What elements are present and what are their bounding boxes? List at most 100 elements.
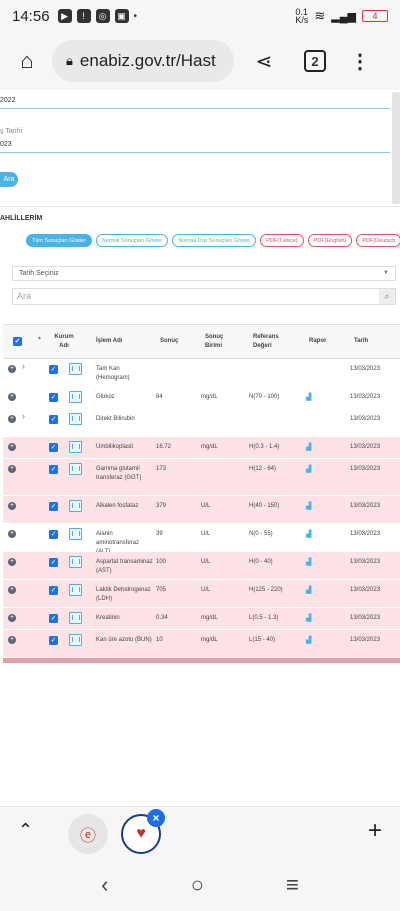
table-row[interactable]: +✓Alanin aminotransferaz (ALT)39U/LN(0 -…	[3, 524, 400, 555]
row-unit: mg/dL	[201, 615, 218, 621]
home-circle-icon[interactable]: ○	[190, 871, 204, 897]
row-checkbox[interactable]: ✓	[49, 415, 58, 424]
table-row[interactable]: + ✓ Umbilikoplasti 16.72 mg/dL H(0.3 - 1.4) ▟ 1…	[3, 437, 400, 459]
row-reference: N(70 - 100)	[249, 394, 280, 400]
header-islem[interactable]: İşlem Adı	[96, 338, 123, 344]
results-table: ✓ ▲ Kurum Adı İşlem Adı Sonuç Sonuç Biri…	[3, 324, 400, 663]
search-icon[interactable]: ⌕	[379, 289, 395, 304]
expand-row-icon[interactable]: +	[8, 443, 16, 451]
report-chart-icon[interactable]: ▟	[306, 531, 312, 538]
sort-icon[interactable]: ▲	[37, 335, 42, 341]
report-chart-icon[interactable]: ▟	[306, 587, 312, 594]
date-select[interactable]: Tarih Seçiniz ▼	[12, 266, 396, 281]
filter-button[interactable]: Normal Sonuçları Göster	[95, 234, 169, 247]
expand-row-icon[interactable]: +	[8, 636, 16, 644]
header-birim[interactable]: Sonuç Birimi	[205, 334, 224, 349]
status-time: 14:56	[12, 7, 50, 25]
header-tarih[interactable]: Tarih	[354, 338, 369, 344]
row-checkbox[interactable]: ✓	[49, 465, 58, 474]
row-checkbox[interactable]: ✓	[49, 530, 58, 539]
table-row[interactable]: + › ✓ Direkt Bilirubin 13/03/2023	[3, 409, 400, 437]
expand-row-icon[interactable]: +	[8, 465, 16, 473]
expand-row-icon[interactable]: +	[8, 530, 16, 538]
wifi-icon: ≋	[314, 8, 326, 23]
hospital-icon	[69, 363, 82, 375]
table-row[interactable]: + ✓ Laktik Dehidrogenaz (LDH) 705 U/L H(125 -…	[3, 580, 400, 608]
address-bar[interactable]: 🔒︎ enabiz.gov.tr/Hast	[52, 40, 234, 82]
table-row[interactable]: + ✓ Aspartat transaminaz (AST) 100 U/L H(0 - …	[3, 552, 400, 580]
row-date: 13/03/2023	[350, 416, 381, 422]
end-date-field[interactable]: 023	[0, 138, 390, 153]
start-date-field[interactable]: 2022	[0, 94, 390, 109]
close-tab-icon[interactable]: ×	[147, 809, 165, 827]
row-checkbox[interactable]: ✓	[49, 586, 58, 595]
row-checkbox[interactable]: ✓	[49, 393, 58, 402]
row-reference: H(40 - 150)	[249, 503, 280, 509]
search-input[interactable]: Ara ⌕	[12, 288, 396, 305]
recents-icon[interactable]: ≡	[286, 871, 299, 897]
report-chart-icon[interactable]: ▟	[306, 503, 312, 510]
row-date: 13/03/2023	[350, 531, 381, 537]
filter-button[interactable]: PDF(English)	[307, 234, 353, 247]
report-chart-icon[interactable]: ▟	[306, 466, 312, 473]
tab-bar: ⌃ ⓔ ♥ × +	[0, 806, 400, 858]
select-all-checkbox[interactable]: ✓	[13, 337, 22, 346]
instagram-icon: ◎	[95, 9, 110, 23]
row-checkbox[interactable]: ✓	[49, 502, 58, 511]
hospital-icon	[69, 612, 82, 624]
filter-button[interactable]: Normal Dışı Sonuçları Göster	[172, 234, 257, 247]
expand-row-icon[interactable]: +	[8, 586, 16, 594]
row-date: 13/03/2023	[350, 615, 381, 621]
expand-row-icon[interactable]: +	[8, 365, 16, 373]
row-checkbox[interactable]: ✓	[49, 365, 58, 374]
chevron-right-icon[interactable]: ›	[22, 411, 25, 421]
header-referans[interactable]: Referans Değeri	[253, 334, 279, 349]
hospital-icon	[69, 528, 82, 540]
new-tab-icon[interactable]: +	[367, 817, 382, 844]
row-reference: N(0 - 55)	[249, 531, 273, 537]
table-row[interactable]: + ✓ Kreatinin 0.34 mg/dL L(0.5 - 1.3) ▟ 13/03/2…	[3, 608, 400, 630]
report-chart-icon[interactable]: ▟	[306, 559, 312, 566]
back-icon[interactable]: ‹	[101, 871, 109, 897]
report-chart-icon[interactable]: ▟	[306, 637, 312, 644]
report-chart-icon[interactable]: ▟	[306, 444, 312, 451]
filter-button[interactable]: PDF(Türkçe)	[260, 234, 304, 247]
table-row[interactable]: + ✓ Kan üre azotu (BUN) 10 mg/dL L(15 - 40) ▟ 1…	[3, 630, 400, 658]
tab-switcher-button[interactable]: 2	[304, 50, 326, 72]
report-chart-icon[interactable]: ▟	[306, 615, 312, 622]
filter-button[interactable]: Tüm Sonuçları Göster	[26, 234, 92, 247]
table-row[interactable]: + › ✓ Tam Kan (Hemogram) 13/03/2023	[3, 359, 400, 387]
expand-row-icon[interactable]: +	[8, 614, 16, 622]
table-row[interactable]: + ✓ Gamma glutamil transferaz (GGT) 173 H(12…	[3, 459, 400, 496]
home-icon[interactable]: ⌂	[20, 48, 34, 73]
overflow-menu-icon[interactable]: ⋮	[350, 50, 370, 73]
row-test-name: Tam Kan (Hemogram)	[96, 366, 130, 381]
row-checkbox[interactable]: ✓	[49, 636, 58, 645]
header-sonuc[interactable]: Sonuç	[160, 338, 179, 344]
row-checkbox[interactable]: ✓	[49, 558, 58, 567]
expand-row-icon[interactable]: +	[8, 415, 16, 423]
row-checkbox[interactable]: ✓	[49, 614, 58, 623]
header-kurum[interactable]: Kurum Adı	[54, 334, 74, 349]
expand-row-icon[interactable]: +	[8, 502, 16, 510]
header-rapor[interactable]: Rapor	[309, 338, 327, 344]
chevron-up-icon[interactable]: ⌃	[18, 820, 34, 840]
row-result: 173	[156, 466, 167, 472]
share-icon[interactable]: ⋖	[255, 50, 273, 73]
expand-row-icon[interactable]: +	[8, 393, 16, 401]
table-row[interactable]: + ✓ Alkalen fosfataz 379 U/L H(40 - 150) ▟ 13/0…	[3, 496, 400, 524]
table-row[interactable]: + ✓ Glukoz 84 mg/dL N(70 - 100) ▟ 13/03/2023	[3, 387, 400, 409]
date-select-value: Tarih Seçiniz	[19, 270, 59, 277]
row-reference: H(0 - 40)	[249, 559, 273, 565]
tab-enabiz-icon[interactable]: ⓔ	[68, 814, 108, 854]
expand-row-icon[interactable]: +	[8, 558, 16, 566]
row-test-name: Gamma glutamil transferaz (GGT)	[96, 466, 142, 481]
filter-button[interactable]: PDF(Deutsch	[356, 234, 400, 247]
row-date: 13/03/2023	[350, 503, 381, 509]
row-checkbox[interactable]: ✓	[49, 443, 58, 452]
report-chart-icon[interactable]: ▟	[306, 394, 312, 401]
chevron-right-icon[interactable]: ›	[22, 361, 25, 371]
scrollbar-thumb[interactable]	[392, 92, 400, 204]
search-button[interactable]: Ara	[0, 172, 18, 187]
row-result: 39	[156, 531, 163, 537]
